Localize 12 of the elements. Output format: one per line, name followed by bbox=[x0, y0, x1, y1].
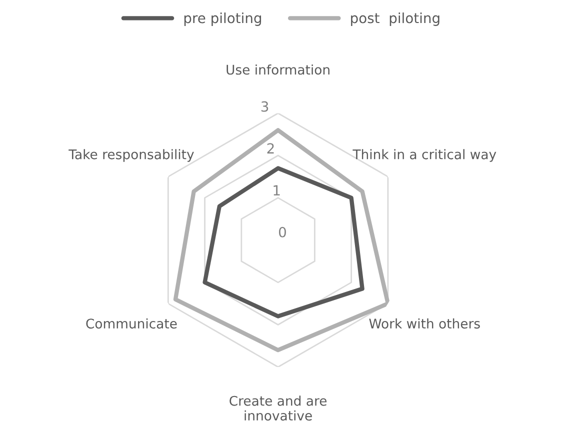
legend-label: post piloting bbox=[351, 12, 440, 26]
spoke-label: Work with others bbox=[369, 318, 480, 329]
spoke-label: Communicate bbox=[86, 318, 177, 329]
spoke-label: Take responsability bbox=[68, 149, 194, 162]
spoke-label: Use information bbox=[226, 64, 330, 75]
y-tick-label: 3 bbox=[261, 101, 268, 112]
legend-label: pre piloting bbox=[184, 12, 262, 26]
y-tick-label: 2 bbox=[267, 143, 274, 154]
spoke-label: Think in a critical way bbox=[352, 149, 496, 162]
spoke-label: Create and are innovative bbox=[230, 396, 327, 421]
y-tick-label: 0 bbox=[278, 226, 286, 238]
y-tick-label: 1 bbox=[274, 185, 280, 196]
